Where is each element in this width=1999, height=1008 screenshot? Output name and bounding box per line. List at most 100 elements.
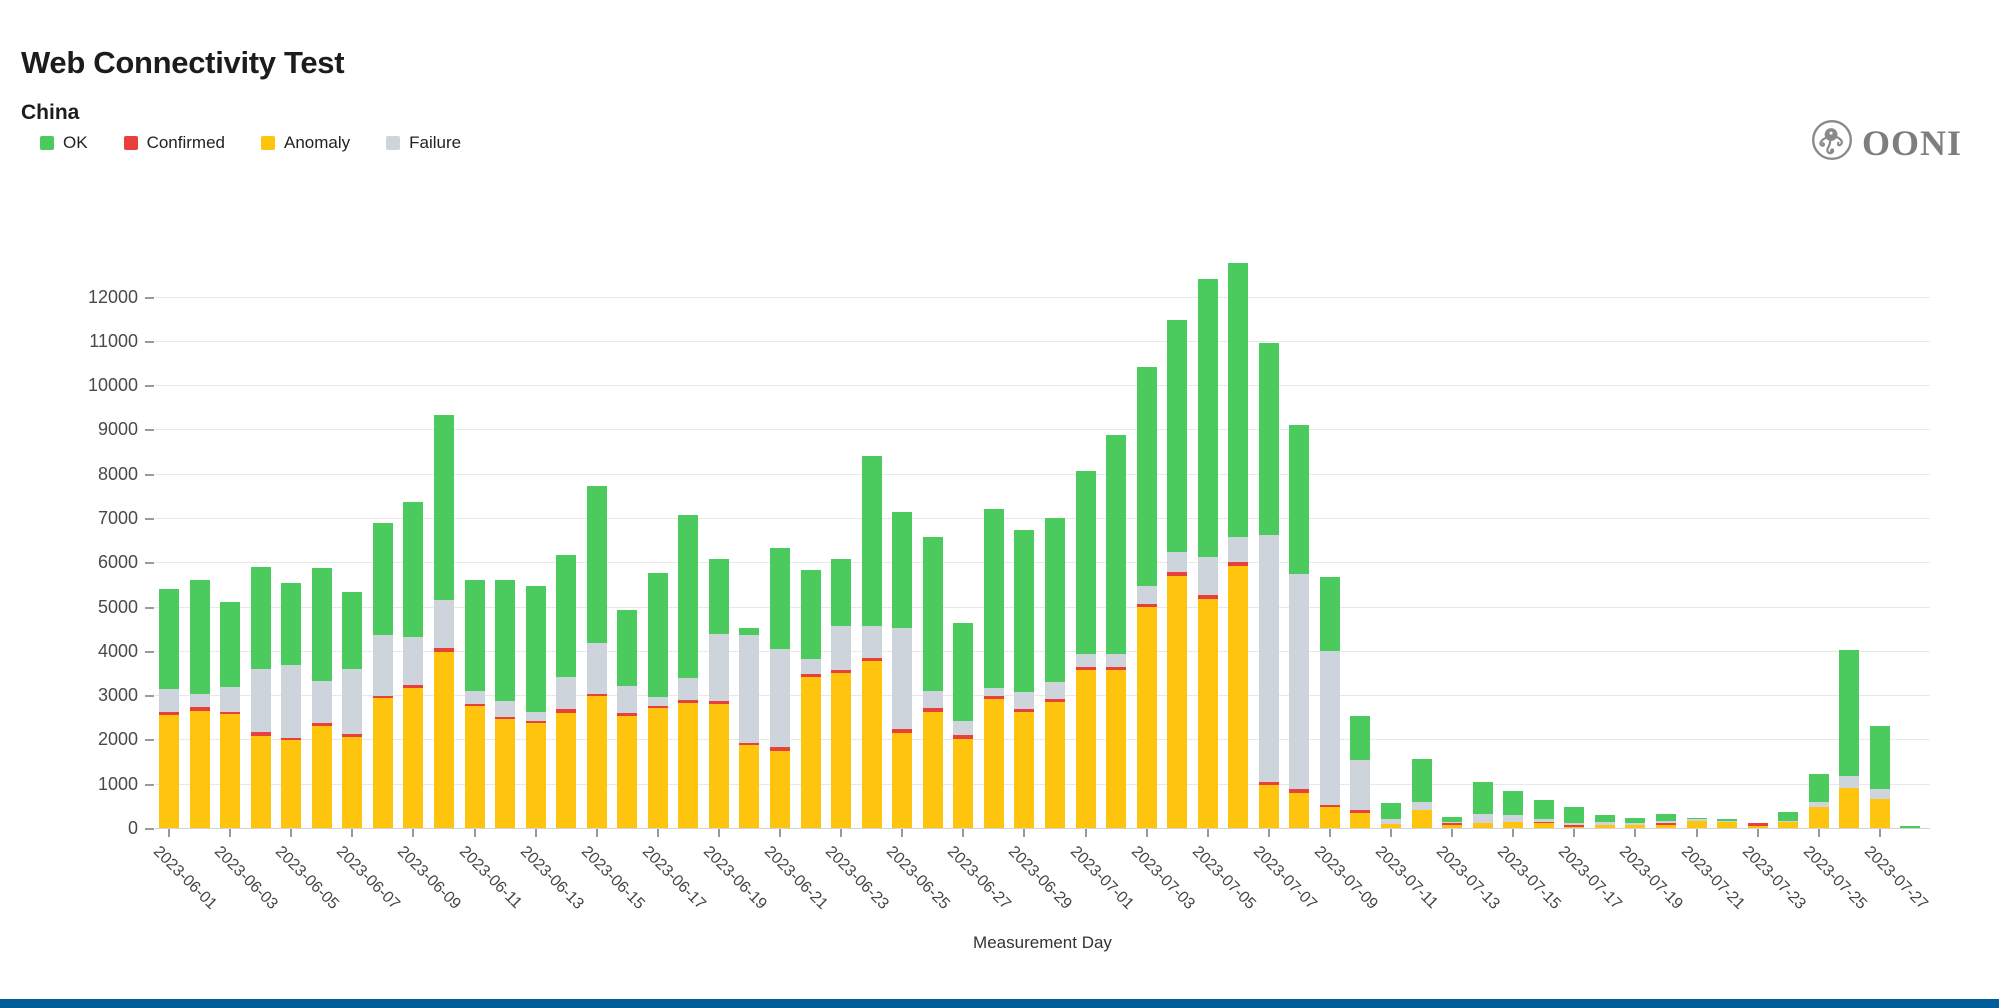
segment-anomaly <box>770 751 790 828</box>
bar-2023-07-05[interactable] <box>1197 279 1218 828</box>
segment-confirmed <box>1106 667 1127 670</box>
bar-2023-07-17[interactable] <box>1564 806 1585 828</box>
bar-2023-06-22[interactable] <box>800 570 821 828</box>
segment-anomaly <box>159 715 179 828</box>
bar-2023-07-19[interactable] <box>1625 817 1646 828</box>
bar-2023-07-02[interactable] <box>1106 434 1127 828</box>
segment-failure <box>1014 691 1035 710</box>
x-tick <box>1390 829 1392 837</box>
segment-ok <box>708 559 729 635</box>
bar-2023-07-26[interactable] <box>1839 649 1860 828</box>
bar-2023-06-28[interactable] <box>983 508 1004 828</box>
bar-2023-06-06[interactable] <box>311 568 332 828</box>
bar-2023-07-15[interactable] <box>1503 790 1524 828</box>
bar-2023-06-12[interactable] <box>495 579 516 828</box>
segment-failure <box>495 701 516 717</box>
segment-failure <box>403 636 424 686</box>
segment-confirmed <box>403 685 424 689</box>
bar-2023-06-08[interactable] <box>372 522 393 828</box>
bar-2023-07-06[interactable] <box>1228 263 1249 828</box>
footer-bar <box>0 999 1999 1008</box>
segment-anomaly <box>1319 807 1340 828</box>
x-tick <box>656 829 659 837</box>
bar-2023-07-12[interactable] <box>1411 758 1432 828</box>
bar-2023-06-05[interactable] <box>281 582 302 828</box>
bar-2023-07-11[interactable] <box>1381 803 1401 828</box>
segment-failure <box>1289 574 1310 790</box>
segment-anomaly <box>861 660 882 828</box>
bar-2023-07-07[interactable] <box>1258 343 1279 828</box>
bar-2023-07-23[interactable] <box>1747 822 1768 828</box>
bar-2023-07-14[interactable] <box>1472 782 1493 828</box>
bar-2023-06-17[interactable] <box>647 573 668 828</box>
bar-2023-07-03[interactable] <box>1136 366 1157 828</box>
bar-2023-07-27[interactable] <box>1869 726 1890 828</box>
bar-2023-06-16[interactable] <box>617 609 638 828</box>
x-tick-label: 2023-07-19 <box>1616 843 1687 913</box>
bar-2023-06-13[interactable] <box>525 586 546 828</box>
bar-2023-06-01[interactable] <box>159 588 179 828</box>
bar-2023-07-18[interactable] <box>1594 814 1615 828</box>
bar-2023-07-16[interactable] <box>1533 800 1554 828</box>
bar-2023-07-20[interactable] <box>1655 813 1676 828</box>
legend-item-confirmed: Confirmed <box>123 133 225 153</box>
segment-confirmed <box>1228 561 1249 566</box>
x-tick-label: 2023-07-09 <box>1310 843 1381 913</box>
segment-anomaly <box>495 719 516 828</box>
bar-2023-07-09[interactable] <box>1319 576 1340 828</box>
bar-2023-06-10[interactable] <box>433 415 454 828</box>
bar-2023-06-09[interactable] <box>403 502 424 828</box>
bar-2023-07-22[interactable] <box>1717 818 1738 828</box>
y-tick-label: 2000 <box>97 729 138 750</box>
x-tick-label: 2023-07-03 <box>1127 843 1198 913</box>
segment-anomaly <box>281 739 302 828</box>
segment-ok <box>1289 425 1310 575</box>
bar-2023-06-02[interactable] <box>189 579 210 828</box>
segment-anomaly <box>739 745 760 828</box>
bar-2023-07-04[interactable] <box>1167 320 1188 828</box>
bar-2023-07-21[interactable] <box>1686 817 1707 828</box>
bar-2023-07-28[interactable] <box>1900 826 1921 828</box>
ooni-logo[interactable]: OONI <box>1810 118 1962 167</box>
page-title: Web Connectivity Test <box>21 44 345 80</box>
bar-2023-06-26[interactable] <box>922 536 943 828</box>
segment-confirmed <box>922 707 943 712</box>
bar-2023-06-23[interactable] <box>831 559 852 828</box>
bar-2023-06-03[interactable] <box>220 602 241 828</box>
bar-2023-07-24[interactable] <box>1778 811 1799 828</box>
bar-2023-06-18[interactable] <box>678 514 699 828</box>
bar-2023-06-07[interactable] <box>342 591 363 828</box>
segment-confirmed <box>159 711 179 716</box>
segment-confirmed <box>1136 603 1157 607</box>
bar-2023-07-01[interactable] <box>1075 470 1096 828</box>
segment-ok <box>159 588 179 690</box>
bar-2023-07-08[interactable] <box>1289 425 1310 828</box>
legend-swatch-anomaly <box>260 136 275 150</box>
segment-anomaly <box>953 738 974 828</box>
x-tick <box>168 829 170 837</box>
bar-2023-06-24[interactable] <box>861 456 882 828</box>
bar-2023-06-20[interactable] <box>739 627 760 828</box>
y-tick-label: 0 <box>127 818 138 838</box>
x-tick <box>351 829 354 837</box>
bar-2023-07-13[interactable] <box>1442 816 1463 828</box>
segment-ok <box>1533 800 1554 819</box>
bar-2023-06-21[interactable] <box>770 548 790 828</box>
bar-2023-06-30[interactable] <box>1044 517 1065 828</box>
bar-2023-06-25[interactable] <box>892 511 913 828</box>
bar-2023-06-27[interactable] <box>953 623 974 828</box>
bar-2023-06-04[interactable] <box>250 567 271 828</box>
x-tick <box>290 829 293 837</box>
bar-2023-06-15[interactable] <box>586 486 607 828</box>
x-tick <box>1328 829 1331 837</box>
bar-2023-06-11[interactable] <box>464 579 485 828</box>
bar-2023-06-29[interactable] <box>1014 529 1035 828</box>
y-tick <box>145 606 154 609</box>
x-tick-label: 2023-07-23 <box>1738 843 1809 913</box>
bar-2023-06-19[interactable] <box>708 559 729 828</box>
bar-2023-07-25[interactable] <box>1808 774 1829 828</box>
segment-ok <box>1655 813 1676 822</box>
bar-2023-07-10[interactable] <box>1350 716 1371 828</box>
bar-2023-06-14[interactable] <box>556 554 577 828</box>
segment-failure <box>1472 814 1493 824</box>
